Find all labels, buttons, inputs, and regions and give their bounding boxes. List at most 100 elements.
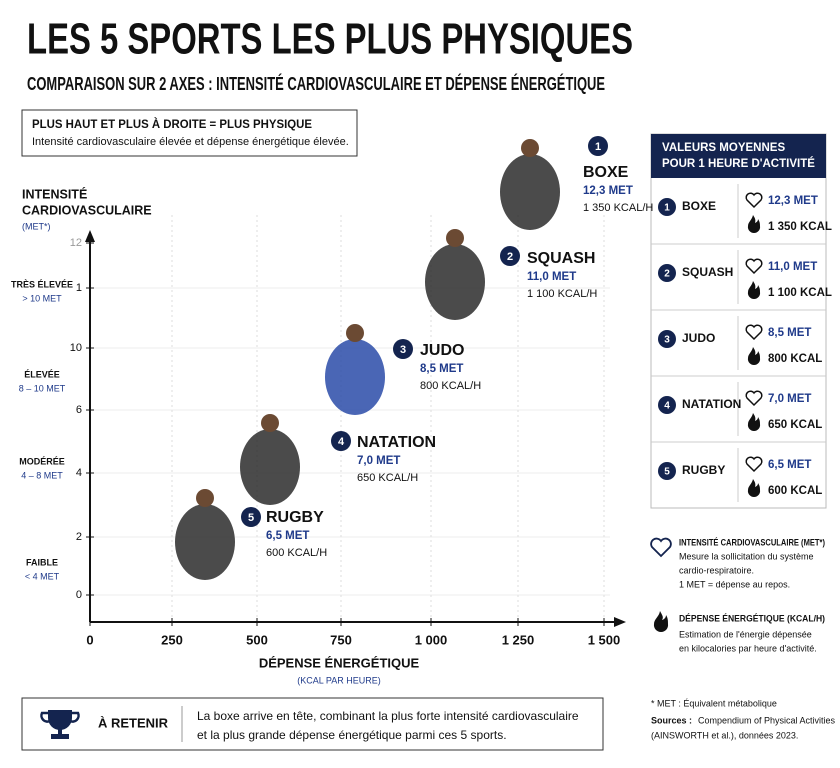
heart-icon	[745, 258, 763, 275]
legend-title: DÉPENSE ÉNERGÉTIQUE (KCAL/H)	[679, 613, 825, 623]
panel-met: 7,0 MET	[768, 393, 811, 405]
footnote: * MET : Équivalent métabolique	[651, 698, 777, 708]
heart-icon	[745, 324, 763, 341]
legend-text: cardio-respiratoire.	[679, 565, 754, 575]
panel-title: VALEURS MOYENNES	[662, 142, 785, 154]
legend-text: en kilocalories par heure d'activité.	[679, 643, 817, 653]
heart-icon	[745, 390, 763, 407]
x-title: DÉPENSE ÉNERGÉTIQUE	[259, 655, 420, 670]
sport-met: 7,0 MET	[357, 455, 400, 467]
rank: 3	[400, 344, 406, 356]
zone-range: < 4 MET	[25, 571, 60, 581]
sport-met: 6,5 MET	[266, 530, 309, 542]
heart-icon	[650, 537, 672, 558]
x-tick-label: 750	[330, 632, 352, 647]
legend-title: INTENSITÉ CARDIOVASCULAIRE (MET*)	[679, 537, 825, 547]
athlete	[240, 429, 300, 505]
subtitle: COMPARAISON SUR 2 AXES : INTENSITÉ CARDI…	[27, 73, 605, 94]
zone-range: > 10 MET	[22, 293, 62, 303]
takeaway-text: et la plus grande dépense énergétique pa…	[197, 728, 507, 742]
y-tick-label: 2	[76, 531, 82, 543]
x-tick-label: 1 500	[588, 632, 621, 647]
flame-icon	[653, 611, 669, 633]
takeaway-box	[21, 697, 604, 751]
rank: 2	[664, 269, 670, 280]
zone-name: FAIBLE	[26, 557, 58, 567]
athlete-head	[196, 489, 214, 507]
y-unit: (MET*)	[22, 221, 51, 231]
y-tick-label: 12	[70, 237, 82, 249]
panel-met: 12,3 MET	[768, 195, 818, 207]
rank: 5	[248, 512, 254, 524]
rank-badge	[241, 507, 261, 527]
x-arrow	[614, 617, 626, 627]
panel-header	[651, 134, 826, 178]
sport-name: NATATION	[357, 434, 436, 451]
rank-badge	[331, 431, 351, 451]
sport-name: SQUASH	[527, 250, 595, 267]
sport-name: JUDO	[420, 342, 464, 359]
panel-sport: BOXE	[682, 199, 716, 213]
rank: 4	[338, 436, 345, 448]
rank: 2	[507, 251, 513, 263]
sport-kcal: 1 350 KCAL/H	[583, 202, 653, 214]
x-tick-label: 500	[246, 632, 268, 647]
sport-kcal: 800 KCAL/H	[420, 380, 481, 392]
y-tick-label: 1	[76, 282, 82, 294]
panel-kcal: 800 KCAL	[768, 353, 822, 365]
panel-sport: JUDO	[682, 331, 715, 345]
zone-name: MODÉRÉE	[19, 456, 65, 466]
y-tick-label: 10	[70, 342, 82, 354]
legend-text: Mesure la sollicitation du système	[679, 551, 814, 561]
flame-icon	[747, 215, 761, 234]
trophy-icon	[40, 710, 80, 739]
rank-badge	[658, 330, 676, 348]
flame-icon	[747, 413, 761, 432]
heart-icon	[745, 192, 763, 209]
rank: 1	[664, 203, 670, 214]
panel-sport: NATATION	[682, 397, 741, 411]
takeaway-label: À RETENIR	[98, 715, 169, 730]
sport-met: 11,0 MET	[527, 271, 576, 283]
takeaway-text: La boxe arrive en tête, combinant la plu…	[197, 709, 579, 723]
athlete-head	[261, 414, 279, 432]
athlete	[175, 504, 235, 580]
flame-icon	[747, 281, 761, 300]
sources-text: Compendium of Physical Activities	[698, 715, 836, 725]
note-title: PLUS HAUT ET PLUS À DROITE = PLUS PHYSIQ…	[32, 118, 312, 131]
panel-sport: SQUASH	[682, 265, 733, 279]
rank-badge	[393, 339, 413, 359]
panel-title: POUR 1 HEURE D'ACTIVITÉ	[662, 157, 815, 170]
athlete-head	[521, 139, 539, 157]
sport-name: RUGBY	[266, 509, 324, 526]
heart-icon	[745, 456, 763, 473]
title: LES 5 SPORTS LES PLUS PHYSIQUES	[27, 15, 633, 64]
rank-badge	[658, 396, 676, 414]
y-arrow	[85, 230, 95, 242]
zone-name: TRÈS ÉLEVÉE	[11, 279, 73, 289]
panel-kcal: 1 100 KCAL	[768, 287, 832, 299]
panel-met: 6,5 MET	[768, 459, 811, 471]
note-text: Intensité cardiovasculaire élevée et dép…	[32, 136, 349, 148]
rank-badge	[500, 246, 520, 266]
sport-kcal: 600 KCAL/H	[266, 547, 327, 559]
x-tick-label: 1 000	[415, 632, 448, 647]
sport-kcal: 1 100 KCAL/H	[527, 288, 597, 300]
legend-text: 1 MET = dépense au repos.	[679, 579, 790, 589]
sport-met: 8,5 MET	[420, 363, 463, 375]
x-tick-label: 250	[161, 632, 183, 647]
panel-kcal: 600 KCAL	[768, 485, 822, 497]
rank-badge	[658, 264, 676, 282]
panel-kcal: 650 KCAL	[768, 419, 822, 431]
sources-label: Sources :	[651, 715, 692, 725]
sources-text: (AINSWORTH et al.), données 2023.	[651, 730, 798, 740]
rank: 1	[595, 141, 601, 153]
x-tick-label: 1 250	[502, 632, 535, 647]
legend-text: Estimation de l'énergie dépensée	[679, 629, 812, 639]
y-tick-label: 6	[76, 404, 82, 416]
athlete-head	[346, 324, 364, 342]
zone-range: 8 – 10 MET	[19, 383, 66, 393]
rank-badge	[658, 462, 676, 480]
y-tick-label: 0	[76, 589, 82, 601]
